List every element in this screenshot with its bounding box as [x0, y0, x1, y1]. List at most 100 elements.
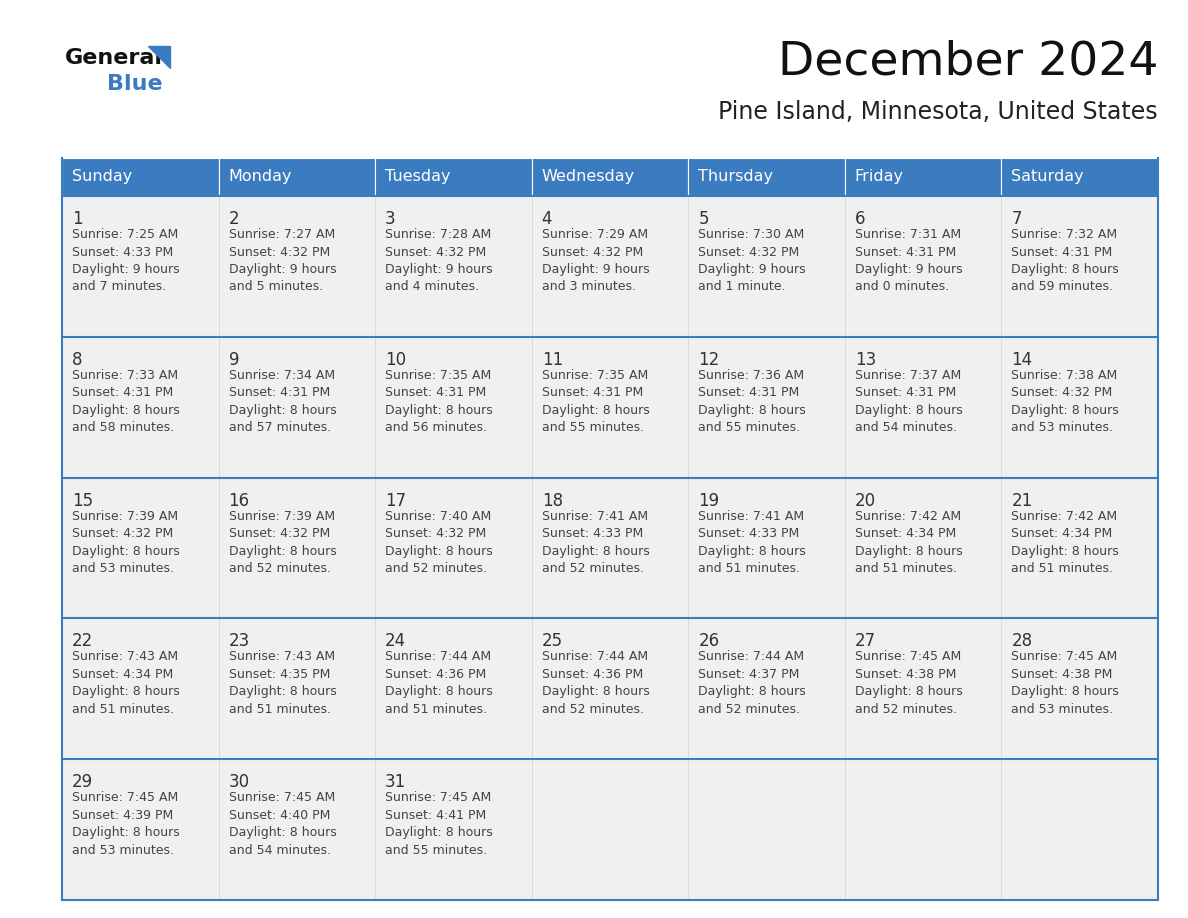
Text: Sunset: 4:31 PM: Sunset: 4:31 PM: [855, 245, 956, 259]
Text: Daylight: 8 hours: Daylight: 8 hours: [385, 544, 493, 557]
Text: Daylight: 9 hours: Daylight: 9 hours: [72, 263, 179, 276]
Text: Daylight: 8 hours: Daylight: 8 hours: [228, 826, 336, 839]
Text: Sunset: 4:38 PM: Sunset: 4:38 PM: [1011, 668, 1113, 681]
Text: Tuesday: Tuesday: [385, 170, 450, 185]
Text: Daylight: 8 hours: Daylight: 8 hours: [385, 826, 493, 839]
Text: and 51 minutes.: and 51 minutes.: [699, 562, 801, 575]
Text: Daylight: 8 hours: Daylight: 8 hours: [855, 544, 962, 557]
Text: Sunrise: 7:33 AM: Sunrise: 7:33 AM: [72, 369, 178, 382]
Text: Daylight: 9 hours: Daylight: 9 hours: [385, 263, 493, 276]
Text: Sunset: 4:34 PM: Sunset: 4:34 PM: [855, 527, 956, 540]
Text: Daylight: 8 hours: Daylight: 8 hours: [855, 404, 962, 417]
Text: and 7 minutes.: and 7 minutes.: [72, 281, 166, 294]
Text: and 0 minutes.: and 0 minutes.: [855, 281, 949, 294]
Text: and 52 minutes.: and 52 minutes.: [542, 562, 644, 575]
Text: and 58 minutes.: and 58 minutes.: [72, 421, 175, 434]
Text: Sunrise: 7:31 AM: Sunrise: 7:31 AM: [855, 228, 961, 241]
Bar: [62, 759, 219, 900]
Text: Sunrise: 7:39 AM: Sunrise: 7:39 AM: [72, 509, 178, 522]
Text: Sunset: 4:39 PM: Sunset: 4:39 PM: [72, 809, 173, 822]
Text: Sunrise: 7:38 AM: Sunrise: 7:38 AM: [1011, 369, 1118, 382]
Bar: [219, 759, 375, 900]
Text: Daylight: 8 hours: Daylight: 8 hours: [699, 686, 805, 699]
Text: 12: 12: [699, 351, 720, 369]
Text: 21: 21: [1011, 492, 1032, 509]
Bar: [845, 477, 1001, 619]
Text: General: General: [65, 48, 163, 68]
Text: Daylight: 8 hours: Daylight: 8 hours: [699, 544, 805, 557]
Text: 18: 18: [542, 492, 563, 509]
Text: Sunset: 4:32 PM: Sunset: 4:32 PM: [385, 527, 486, 540]
Text: Thursday: Thursday: [699, 170, 773, 185]
Text: Sunset: 4:31 PM: Sunset: 4:31 PM: [542, 386, 643, 399]
Text: Sunrise: 7:32 AM: Sunrise: 7:32 AM: [1011, 228, 1118, 241]
Bar: [532, 337, 688, 477]
Text: 2: 2: [228, 210, 239, 228]
Text: Friday: Friday: [855, 170, 904, 185]
Text: Sunrise: 7:45 AM: Sunrise: 7:45 AM: [72, 791, 178, 804]
Text: and 52 minutes.: and 52 minutes.: [228, 562, 330, 575]
Bar: [375, 337, 532, 477]
Bar: [62, 337, 219, 477]
Bar: [845, 337, 1001, 477]
Text: Sunset: 4:33 PM: Sunset: 4:33 PM: [699, 527, 800, 540]
Text: and 57 minutes.: and 57 minutes.: [228, 421, 330, 434]
Bar: [375, 619, 532, 759]
Text: and 51 minutes.: and 51 minutes.: [855, 562, 956, 575]
Text: Sunrise: 7:41 AM: Sunrise: 7:41 AM: [542, 509, 647, 522]
Text: Daylight: 9 hours: Daylight: 9 hours: [542, 263, 650, 276]
Bar: [1001, 158, 1158, 196]
Bar: [532, 196, 688, 337]
Text: and 55 minutes.: and 55 minutes.: [699, 421, 801, 434]
Text: Daylight: 8 hours: Daylight: 8 hours: [72, 826, 179, 839]
Text: and 5 minutes.: and 5 minutes.: [228, 281, 323, 294]
Text: 3: 3: [385, 210, 396, 228]
Text: Sunset: 4:40 PM: Sunset: 4:40 PM: [228, 809, 330, 822]
Text: 23: 23: [228, 633, 249, 650]
Text: 29: 29: [72, 773, 93, 791]
Text: Sunrise: 7:27 AM: Sunrise: 7:27 AM: [228, 228, 335, 241]
Text: and 59 minutes.: and 59 minutes.: [1011, 281, 1113, 294]
Bar: [688, 158, 845, 196]
Text: 11: 11: [542, 351, 563, 369]
Text: Daylight: 8 hours: Daylight: 8 hours: [1011, 263, 1119, 276]
Text: Sunrise: 7:41 AM: Sunrise: 7:41 AM: [699, 509, 804, 522]
Text: Sunrise: 7:44 AM: Sunrise: 7:44 AM: [385, 650, 492, 664]
Text: Sunrise: 7:45 AM: Sunrise: 7:45 AM: [228, 791, 335, 804]
Bar: [219, 619, 375, 759]
Text: Sunrise: 7:29 AM: Sunrise: 7:29 AM: [542, 228, 647, 241]
Text: and 54 minutes.: and 54 minutes.: [228, 844, 330, 856]
Text: Sunset: 4:32 PM: Sunset: 4:32 PM: [72, 527, 173, 540]
Text: 16: 16: [228, 492, 249, 509]
Bar: [688, 759, 845, 900]
Text: 6: 6: [855, 210, 865, 228]
Text: Sunrise: 7:43 AM: Sunrise: 7:43 AM: [72, 650, 178, 664]
Text: 30: 30: [228, 773, 249, 791]
Bar: [375, 759, 532, 900]
Text: Daylight: 8 hours: Daylight: 8 hours: [1011, 544, 1119, 557]
Text: and 56 minutes.: and 56 minutes.: [385, 421, 487, 434]
Bar: [688, 196, 845, 337]
Text: Sunrise: 7:35 AM: Sunrise: 7:35 AM: [542, 369, 647, 382]
Text: Sunrise: 7:30 AM: Sunrise: 7:30 AM: [699, 228, 804, 241]
Text: Daylight: 8 hours: Daylight: 8 hours: [542, 404, 650, 417]
Polygon shape: [148, 46, 170, 68]
Text: Sunrise: 7:44 AM: Sunrise: 7:44 AM: [699, 650, 804, 664]
Text: Sunset: 4:34 PM: Sunset: 4:34 PM: [72, 668, 173, 681]
Text: 25: 25: [542, 633, 563, 650]
Text: 8: 8: [72, 351, 82, 369]
Text: and 54 minutes.: and 54 minutes.: [855, 421, 956, 434]
Text: Sunrise: 7:44 AM: Sunrise: 7:44 AM: [542, 650, 647, 664]
Text: Sunset: 4:41 PM: Sunset: 4:41 PM: [385, 809, 486, 822]
Bar: [532, 759, 688, 900]
Text: Daylight: 8 hours: Daylight: 8 hours: [228, 404, 336, 417]
Bar: [688, 337, 845, 477]
Text: Sunset: 4:32 PM: Sunset: 4:32 PM: [385, 245, 486, 259]
Text: 15: 15: [72, 492, 93, 509]
Text: Sunrise: 7:36 AM: Sunrise: 7:36 AM: [699, 369, 804, 382]
Bar: [219, 477, 375, 619]
Text: 31: 31: [385, 773, 406, 791]
Text: 1: 1: [72, 210, 83, 228]
Text: Sunset: 4:38 PM: Sunset: 4:38 PM: [855, 668, 956, 681]
Text: Daylight: 9 hours: Daylight: 9 hours: [699, 263, 805, 276]
